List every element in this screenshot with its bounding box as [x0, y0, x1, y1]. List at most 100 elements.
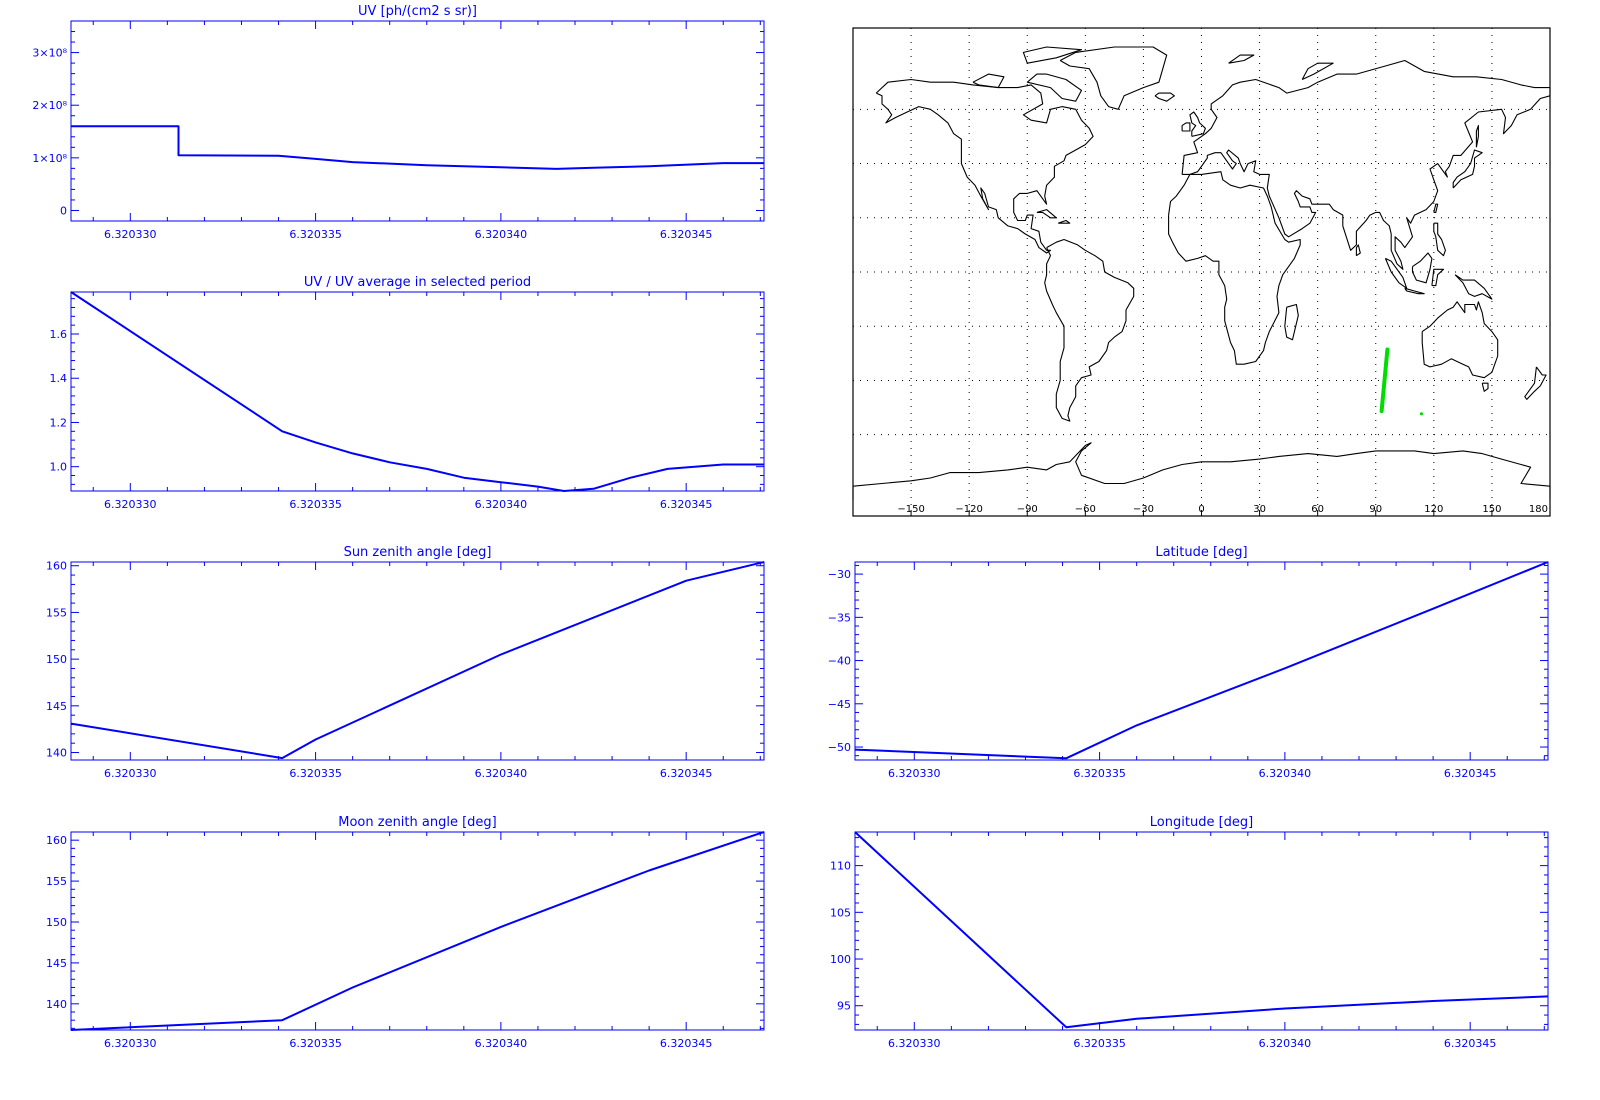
- x-tick-label: 6.320330: [104, 1037, 157, 1050]
- coastline-sri-lanka: [1355, 244, 1361, 257]
- coastline-borneo: [1411, 252, 1433, 284]
- coastline-taiwan: [1433, 203, 1439, 213]
- coastline-java: [1404, 287, 1425, 295]
- coastline-new-guinea: [1454, 274, 1493, 300]
- x-tick-label: 6.320340: [1259, 1037, 1312, 1050]
- x-tick-label: 6.320340: [475, 498, 528, 511]
- y-tick-label: 140: [46, 998, 67, 1011]
- map-lon-label: 120: [1424, 504, 1443, 515]
- y-tick-label: 155: [46, 606, 67, 619]
- coastline-greenland: [1059, 46, 1168, 110]
- track-start-marker: [1419, 412, 1424, 416]
- series-line-ratio: [70, 291, 764, 492]
- map-lon-label: 150: [1482, 504, 1501, 515]
- x-tick-label: 6.320345: [660, 1037, 713, 1050]
- series-line-lon: [854, 831, 1549, 1029]
- y-tick-label: 110: [830, 860, 851, 873]
- y-tick-label: −40: [828, 655, 851, 668]
- plot-frame: [70, 291, 765, 492]
- coastline-new-zealand: [1524, 366, 1547, 400]
- coastline-sulawesi: [1431, 268, 1445, 287]
- map-lon-label: −60: [1075, 504, 1096, 515]
- chart-sza: Sun zenith angle [deg] 6.320330 6.320335 6.…: [46, 545, 765, 780]
- map-lon-label: 60: [1311, 504, 1324, 515]
- y-tick-label: 100: [830, 953, 851, 966]
- coastline-baffin-island: [1026, 73, 1083, 102]
- map-lon-label: 30: [1253, 504, 1266, 515]
- x-tick-label: 6.320330: [888, 1037, 941, 1050]
- map-lon-label: 90: [1369, 504, 1382, 515]
- coastline-philippines: [1433, 222, 1446, 257]
- y-tick-label: −30: [828, 568, 851, 581]
- coastline-north-america: [875, 78, 1094, 254]
- coastline-madagascar: [1284, 303, 1299, 341]
- y-tick-label: 145: [46, 700, 67, 713]
- y-tick-label: 1.0: [50, 461, 68, 474]
- map-lon-label: 0: [1198, 504, 1204, 515]
- map-lon-label: −120: [955, 504, 982, 515]
- plot-canvas: UV [ph/(cm2 s sr)] 6.320330 6.320335 6.3203…: [32, 4, 1551, 1050]
- y-tick-label: 145: [46, 957, 67, 970]
- plot-frame: [70, 831, 765, 1031]
- coastline-victoria-island: [972, 73, 1005, 89]
- y-tick-label: 0: [60, 204, 67, 217]
- series-line-mza: [70, 831, 765, 1031]
- x-tick-label: 6.320335: [289, 767, 342, 780]
- y-tick-label: 140: [46, 747, 67, 760]
- coastline-south-america: [1044, 238, 1135, 422]
- x-tick-label: 6.320345: [660, 228, 713, 241]
- coastline-novaya-zemlya: [1301, 62, 1334, 80]
- x-tick-label: 6.320345: [1444, 1037, 1497, 1050]
- coastline-hispaniola: [1058, 219, 1071, 224]
- map-frame: [852, 27, 1551, 517]
- y-tick-label: 2×10⁸: [32, 99, 67, 112]
- x-tick-label: 6.320345: [1444, 767, 1497, 780]
- x-tick-label: 6.320335: [289, 498, 342, 511]
- time-series-panels: UV [ph/(cm2 s sr)] 6.320330 6.320335 6.3203…: [32, 4, 1549, 1050]
- chart-ratio: UV / UV average in selected period 6.3203…: [50, 275, 765, 511]
- coastline-ireland: [1181, 122, 1191, 132]
- x-tick-label: 6.320335: [1073, 1037, 1126, 1050]
- plot-frame: [70, 561, 765, 761]
- coastline-antarctica: [852, 442, 1551, 500]
- coastline-tasmania: [1481, 382, 1489, 392]
- map-lon-label: −150: [897, 504, 924, 515]
- coastline-ellesmere-island: [1022, 46, 1083, 64]
- coastline-australia: [1421, 301, 1499, 379]
- x-tick-label: 6.320340: [475, 767, 528, 780]
- coastline-eurasia: [1181, 59, 1551, 270]
- chart-title: UV / UV average in selected period: [304, 275, 531, 290]
- chart-title: Longitude [deg]: [1150, 815, 1253, 830]
- x-tick-label: 6.320340: [1259, 767, 1312, 780]
- x-tick-label: 6.320335: [289, 228, 342, 241]
- chart-title: Latitude [deg]: [1155, 545, 1247, 560]
- x-tick-label: 6.320330: [888, 767, 941, 780]
- y-tick-label: 95: [837, 1000, 851, 1013]
- map-lon-label: 180: [1529, 504, 1548, 515]
- y-tick-label: 160: [46, 834, 67, 847]
- x-tick-label: 6.320330: [104, 767, 157, 780]
- coastline-great-britain: [1189, 111, 1206, 137]
- chart-title: UV [ph/(cm2 s sr)]: [358, 4, 477, 19]
- coastline-africa: [1168, 171, 1301, 365]
- chart-lon: Longitude [deg] 6.320330 6.320335 6.320340 6…: [830, 815, 1549, 1050]
- map-lon-label: −30: [1133, 504, 1154, 515]
- series-line-sza: [70, 561, 765, 760]
- chart-uv: UV [ph/(cm2 s sr)] 6.320330 6.320335 6.3203…: [32, 4, 765, 241]
- y-tick-label: −35: [828, 611, 851, 624]
- y-tick-label: 150: [46, 653, 67, 666]
- x-tick-label: 6.320335: [289, 1037, 342, 1050]
- y-tick-label: 1.6: [50, 328, 68, 341]
- x-tick-label: 6.320330: [104, 228, 157, 241]
- coastline-japan: [1452, 149, 1483, 189]
- x-tick-label: 6.320340: [475, 228, 528, 241]
- y-tick-label: 150: [46, 916, 67, 929]
- plot-frame: [70, 20, 765, 222]
- coastline-cuba: [1036, 209, 1057, 219]
- world-map-panel: −150 −120 −90 −60 −30 0 30 60 90 120 150 180: [852, 27, 1551, 517]
- y-tick-label: 155: [46, 875, 67, 888]
- plot-frame: [854, 561, 1549, 761]
- y-tick-label: 1.4: [50, 372, 68, 385]
- y-tick-label: −50: [828, 741, 851, 754]
- x-tick-label: 6.320340: [475, 1037, 528, 1050]
